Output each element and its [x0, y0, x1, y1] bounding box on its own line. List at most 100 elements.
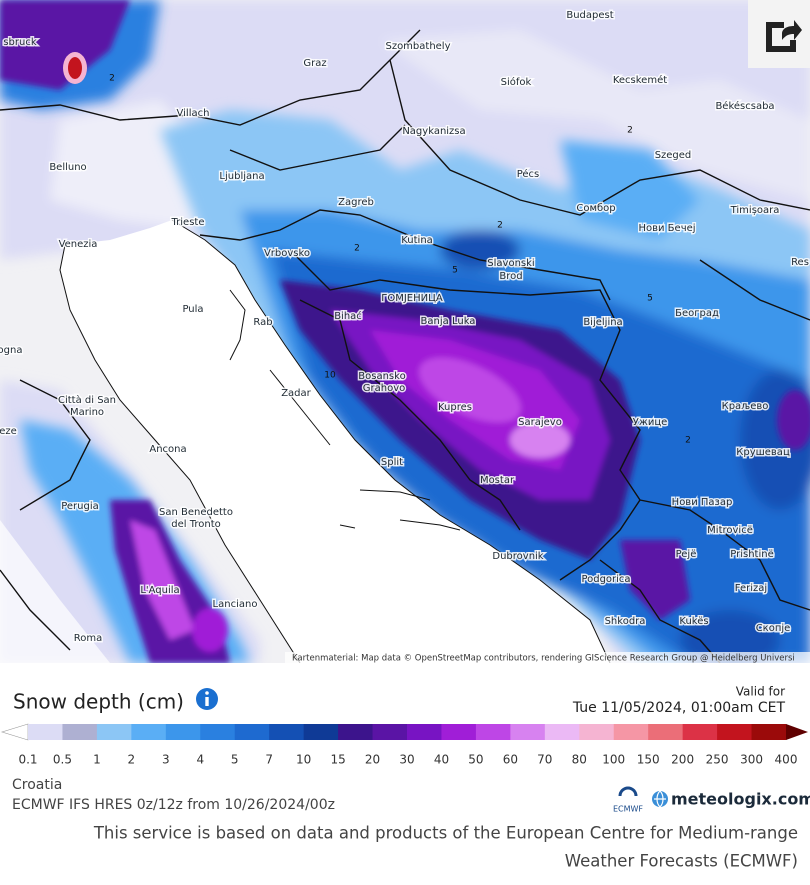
- city-label: Zagreb: [338, 197, 374, 208]
- scale-label: 0.1: [18, 753, 37, 767]
- city-label: Timișoara: [730, 205, 780, 216]
- scale-swatch: [234, 724, 270, 740]
- ecmwf-text: ECMWF: [613, 805, 643, 814]
- contour-label: 2: [627, 126, 633, 136]
- footer-line: This service is based on data and produc…: [93, 824, 798, 843]
- city-label: Szeged: [655, 150, 692, 161]
- scale-swatch: [751, 724, 787, 740]
- city-label: Belluno: [49, 162, 86, 173]
- scale-label: 250: [706, 753, 729, 767]
- scale-label: 40: [434, 753, 449, 767]
- city-label: Slavonski: [487, 258, 534, 269]
- city-label: Pejë: [676, 549, 697, 560]
- scale-label: 300: [740, 753, 763, 767]
- city-label: Mitrovicë: [707, 525, 753, 536]
- city-label: San Benedetto: [159, 507, 233, 518]
- borders: [0, 29, 810, 663]
- scale-swatch: [682, 724, 718, 740]
- scale-label: 4: [196, 753, 204, 767]
- scale-label: 50: [468, 753, 483, 767]
- city-label: Venezia: [59, 239, 98, 250]
- meteologix-logo: meteologix.com: [652, 790, 810, 809]
- city-label: Kutina: [401, 235, 433, 246]
- city-label: Mostar: [480, 475, 515, 486]
- model-run: ECMWF IFS HRES 0z/12z from 10/26/2024/00…: [12, 797, 335, 813]
- city-label: Zadar: [281, 388, 311, 399]
- city-label: L'Aquila: [140, 585, 179, 596]
- city-label: eze: [0, 426, 17, 437]
- scale-swatch: [510, 724, 546, 740]
- scale-swatch: [579, 724, 615, 740]
- scale-label: 70: [537, 753, 552, 767]
- contour-label: 2: [354, 244, 360, 254]
- scale-arrow-right: [786, 724, 808, 740]
- scale-swatch: [372, 724, 408, 740]
- scale-swatch: [717, 724, 753, 740]
- city-label: Banja Luka: [421, 316, 476, 327]
- legend-panel: Snow depth (cm) Valid for Tue 11/05/2024…: [0, 663, 810, 885]
- contour-label: 2: [109, 74, 115, 84]
- city-label: Perugia: [61, 501, 99, 512]
- city-label: Bijeljina: [583, 317, 622, 328]
- city-label: Београд: [675, 308, 719, 319]
- snow-field: [0, 0, 810, 663]
- ecmwf-logo: ECMWF: [613, 786, 643, 814]
- map: sbruck Budapest Szombathely Graz Siófok Kecsk…: [0, 0, 810, 663]
- scale-swatch: [269, 724, 305, 740]
- scale-label: 150: [637, 753, 660, 767]
- brand: meteologix.com: [671, 790, 810, 809]
- city-label: Dubrovnik: [492, 551, 543, 562]
- scale-swatch: [96, 724, 132, 740]
- contour-label: 2: [685, 436, 691, 446]
- city-label: Shkodra: [605, 616, 646, 627]
- scale-swatch: [338, 724, 374, 740]
- scale-label: 15: [330, 753, 345, 767]
- city-label: Città di San: [58, 394, 116, 406]
- city-label: Split: [381, 457, 403, 468]
- city-label: del Tronto: [171, 519, 220, 530]
- scale-swatch: [28, 724, 63, 740]
- scale-label: 3: [162, 753, 170, 767]
- city-label: Trieste: [171, 217, 205, 228]
- city-label: ГОМЈЕНИЦА: [381, 293, 443, 304]
- city-label: Grahovo: [363, 383, 405, 394]
- scale-label: 7: [265, 753, 273, 767]
- scale-swatch: [544, 724, 580, 740]
- scale-label: 200: [671, 753, 694, 767]
- scale-swatch: [62, 724, 98, 740]
- scale-swatch: [303, 724, 339, 740]
- contour-label: 10: [324, 371, 336, 381]
- scale-swatch: [200, 724, 236, 740]
- scale-label: 10: [296, 753, 311, 767]
- scale-swatch: [165, 724, 201, 740]
- city-label: Res: [791, 257, 809, 268]
- city-label: Ljubljana: [219, 171, 264, 182]
- scale-swatch: [131, 724, 167, 740]
- scale-label: 30: [399, 753, 414, 767]
- city-label: Marino: [70, 407, 104, 418]
- city-label: Нови Бечеј: [638, 222, 695, 234]
- city-label: Podgorica: [581, 574, 630, 585]
- city-label: Graz: [303, 58, 326, 69]
- city-label: Budapest: [566, 10, 613, 21]
- city-label: Kecskemét: [613, 74, 667, 86]
- city-label: Ancona: [149, 444, 186, 455]
- city-label: Pula: [182, 304, 203, 315]
- coastline: [59, 219, 611, 663]
- city-label: ogna: [0, 345, 22, 356]
- color-scale: 0.1 0.5 1 2 3 4 5 7 10 15 20 30 40 50 60 70 80 100 150 200 2…: [0, 723, 808, 767]
- region: Croatia: [12, 777, 62, 793]
- scale-label: 0.5: [53, 753, 72, 767]
- scale-swatch: [613, 724, 649, 740]
- share-button[interactable]: [748, 0, 810, 68]
- city-label: Скопје: [756, 622, 791, 634]
- scale-swatch: [475, 724, 511, 740]
- info-icon[interactable]: [196, 688, 218, 710]
- footer-line: Weather Forecasts (ECMWF): [565, 852, 798, 871]
- city-label: Крушевац: [736, 447, 790, 458]
- valid-label: Valid for: [736, 685, 785, 699]
- contour-label: 5: [452, 266, 458, 276]
- scale-label: 5: [231, 753, 239, 767]
- contour-label: 5: [647, 294, 653, 304]
- legend-title: Snow depth (cm): [13, 690, 184, 714]
